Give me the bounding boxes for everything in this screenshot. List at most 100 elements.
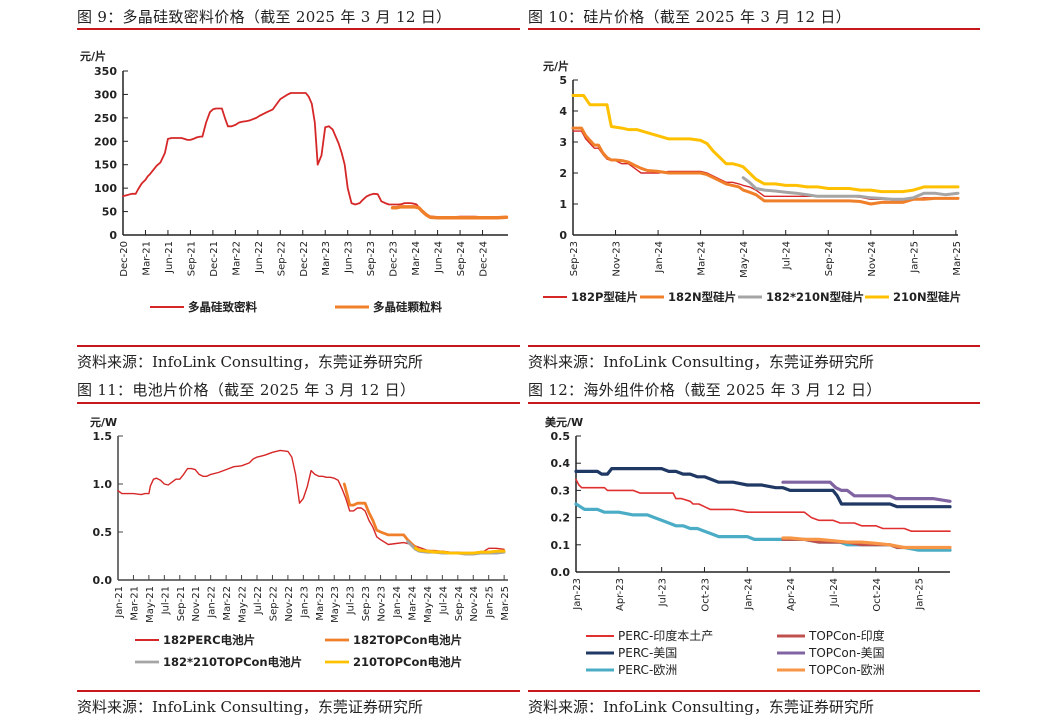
chart-fig10: 元/片 0 1 2 3 4 5 Sep-23 Nov-23 Jan-24 Mar-24 May-24 J… — [543, 59, 963, 304]
y-tick-label: 350 — [94, 65, 117, 78]
legend-item: PERC-欧洲 — [586, 663, 677, 677]
figure-10-caption: 图 10：硅片价格（截至 2025 年 3 月 12 日） — [528, 8, 851, 26]
x-tick-label: Oct-23 — [700, 578, 711, 612]
x-tick-label: Jul-23 — [658, 578, 669, 607]
x-tick-label: Dec-24 — [479, 241, 490, 277]
x-tick-label: Nov-23 — [377, 586, 388, 622]
series-line-0 — [117, 449, 505, 554]
x-tick-label: Dec-22 — [299, 241, 310, 277]
figure-12-caption: 图 12：海外组件价格（截至 2025 年 3 月 12 日） — [528, 381, 882, 399]
x-tick-label: May-21 — [145, 586, 156, 623]
x-tick-label: Nov-23 — [612, 241, 623, 277]
x-tick-label: Jan-24 — [654, 241, 665, 274]
x-tick-label: Jan-25 — [485, 586, 496, 619]
x-tick-label: Jun-22 — [254, 241, 265, 274]
y-tick-label: 300 — [94, 88, 117, 101]
x-tick-label: Sep-23 — [366, 241, 377, 276]
x-tick-label: May-24 — [739, 241, 750, 278]
source-rule — [77, 690, 520, 692]
legend-label: TOPCon-欧洲 — [808, 663, 885, 677]
x-tick-label: Jul-24 — [782, 241, 793, 270]
x-tick-label: Jan-23 — [299, 586, 310, 619]
legend-label: 210TOPCon电池片 — [353, 655, 462, 669]
legend-item: 多晶硅致密料 — [150, 300, 257, 314]
x-tick-label: Mar-22 — [231, 241, 242, 276]
y-tick-label: 5 — [559, 74, 567, 87]
legend-item: PERC-美国 — [586, 646, 677, 660]
figure-12-source: 资料来源：InfoLink Consulting，东莞证券研究所 — [528, 698, 874, 716]
y-tick-label: 0.0 — [551, 566, 571, 579]
y-tick-label: 0 — [109, 229, 117, 242]
x-tick-label: Sep-22 — [268, 586, 279, 621]
figure-11-source: 资料来源：InfoLink Consulting，东莞证券研究所 — [77, 698, 423, 716]
x-tick-label: Mar-24 — [407, 586, 418, 621]
figure-9-source: 资料来源：InfoLink Consulting，东莞证券研究所 — [77, 353, 423, 371]
x-tick-label: Sep-23 — [361, 586, 372, 621]
legend-item: 182*210N型硅片 — [738, 290, 864, 304]
x-tick-label: Sep-24 — [824, 241, 835, 276]
legend-label: 182*210N型硅片 — [766, 290, 864, 304]
x-tick-label: Jan-24 — [743, 578, 754, 611]
source-rule — [528, 690, 980, 692]
x-tick-label: Mar-21 — [129, 586, 140, 621]
series-line-0 — [122, 92, 508, 219]
y-tick-label: 250 — [94, 112, 117, 125]
series-line-2 — [574, 502, 952, 552]
x-tick-label: Jan-24 — [392, 586, 403, 619]
x-tick-label: Mar-25 — [952, 241, 963, 276]
legend-item: TOPCon-印度 — [777, 628, 885, 643]
x-tick-label: Jul-24 — [829, 578, 840, 607]
y-axis-unit-label: 元/片 — [543, 59, 569, 73]
caption-rule — [77, 28, 520, 30]
x-tick-label: Sep-22 — [276, 241, 287, 276]
x-tick-label: Jul-24 — [438, 586, 449, 615]
x-tick-label: Mar-23 — [315, 586, 326, 621]
x-tick-label: Jan-21 — [114, 586, 125, 619]
legend-label: PERC-欧洲 — [618, 663, 677, 677]
chart-fig12: 美元/W 0.0 0.1 0.2 0.3 0.4 0.5 Jan-23 Apr-23 Jul-23… — [545, 415, 952, 677]
x-tick-label: Sep-21 — [176, 586, 187, 621]
series-line-0 — [575, 478, 951, 533]
legend-item: 210N型硅片 — [865, 290, 961, 304]
x-tick-label: Sep-24 — [456, 241, 467, 276]
x-tick-label: May-24 — [423, 586, 434, 623]
y-tick-label: 0.4 — [551, 457, 571, 470]
x-tick-label: Jul-21 — [160, 586, 171, 615]
caption-rule — [528, 28, 980, 30]
y-tick-label: 100 — [94, 182, 117, 195]
y-tick-label: 0.1 — [551, 539, 571, 552]
y-axis-unit-label: 元/片 — [80, 49, 106, 63]
y-tick-label: 150 — [94, 159, 117, 172]
x-tick-label: Mar-25 — [500, 586, 511, 621]
legend-item: TOPCon-美国 — [777, 646, 885, 660]
y-tick-label: 0.0 — [93, 574, 113, 587]
y-tick-label: 1 — [559, 198, 567, 211]
legend-label: 182PERC电池片 — [163, 633, 255, 647]
y-tick-label: 0.3 — [551, 484, 571, 497]
legend-label: PERC-美国 — [618, 646, 677, 660]
x-tick-label: Apr-23 — [615, 578, 626, 611]
legend-item: 182P型硅片 — [543, 290, 638, 304]
chart-fig9: 元/片 0 50 100 150 200 250 300 350 Dec-20 Mar-21 Jun-… — [80, 49, 509, 314]
legend-item: 182PERC电池片 — [135, 633, 255, 647]
legend-label: TOPCon-印度 — [808, 628, 885, 643]
x-tick-label: Nov-22 — [284, 586, 295, 622]
legend-item: 210TOPCon电池片 — [325, 655, 462, 669]
y-tick-label: 1.0 — [93, 478, 113, 491]
x-tick-label: Mar-23 — [321, 241, 332, 276]
x-tick-label: May-22 — [238, 586, 249, 623]
legend-item: 182N型硅片 — [640, 290, 736, 304]
y-axis-unit-label: 元/W — [90, 416, 117, 429]
x-tick-label: Nov-24 — [469, 586, 480, 622]
y-tick-label: 2 — [559, 167, 567, 180]
x-tick-label: Dec-20 — [119, 241, 130, 277]
caption-rule — [528, 402, 980, 404]
series-line-3 — [413, 546, 506, 555]
x-tick-label: May-23 — [330, 586, 341, 623]
legend-item: 多晶硅颗粒料 — [335, 300, 442, 314]
figure-10-source: 资料来源：InfoLink Consulting，东莞证券研究所 — [528, 353, 874, 371]
legend-label: 182*210TOPCon电池片 — [163, 655, 302, 669]
x-tick-label: Jun-21 — [164, 241, 175, 274]
x-tick-label: Jan-22 — [207, 586, 218, 619]
y-tick-label: 0 — [559, 229, 567, 242]
